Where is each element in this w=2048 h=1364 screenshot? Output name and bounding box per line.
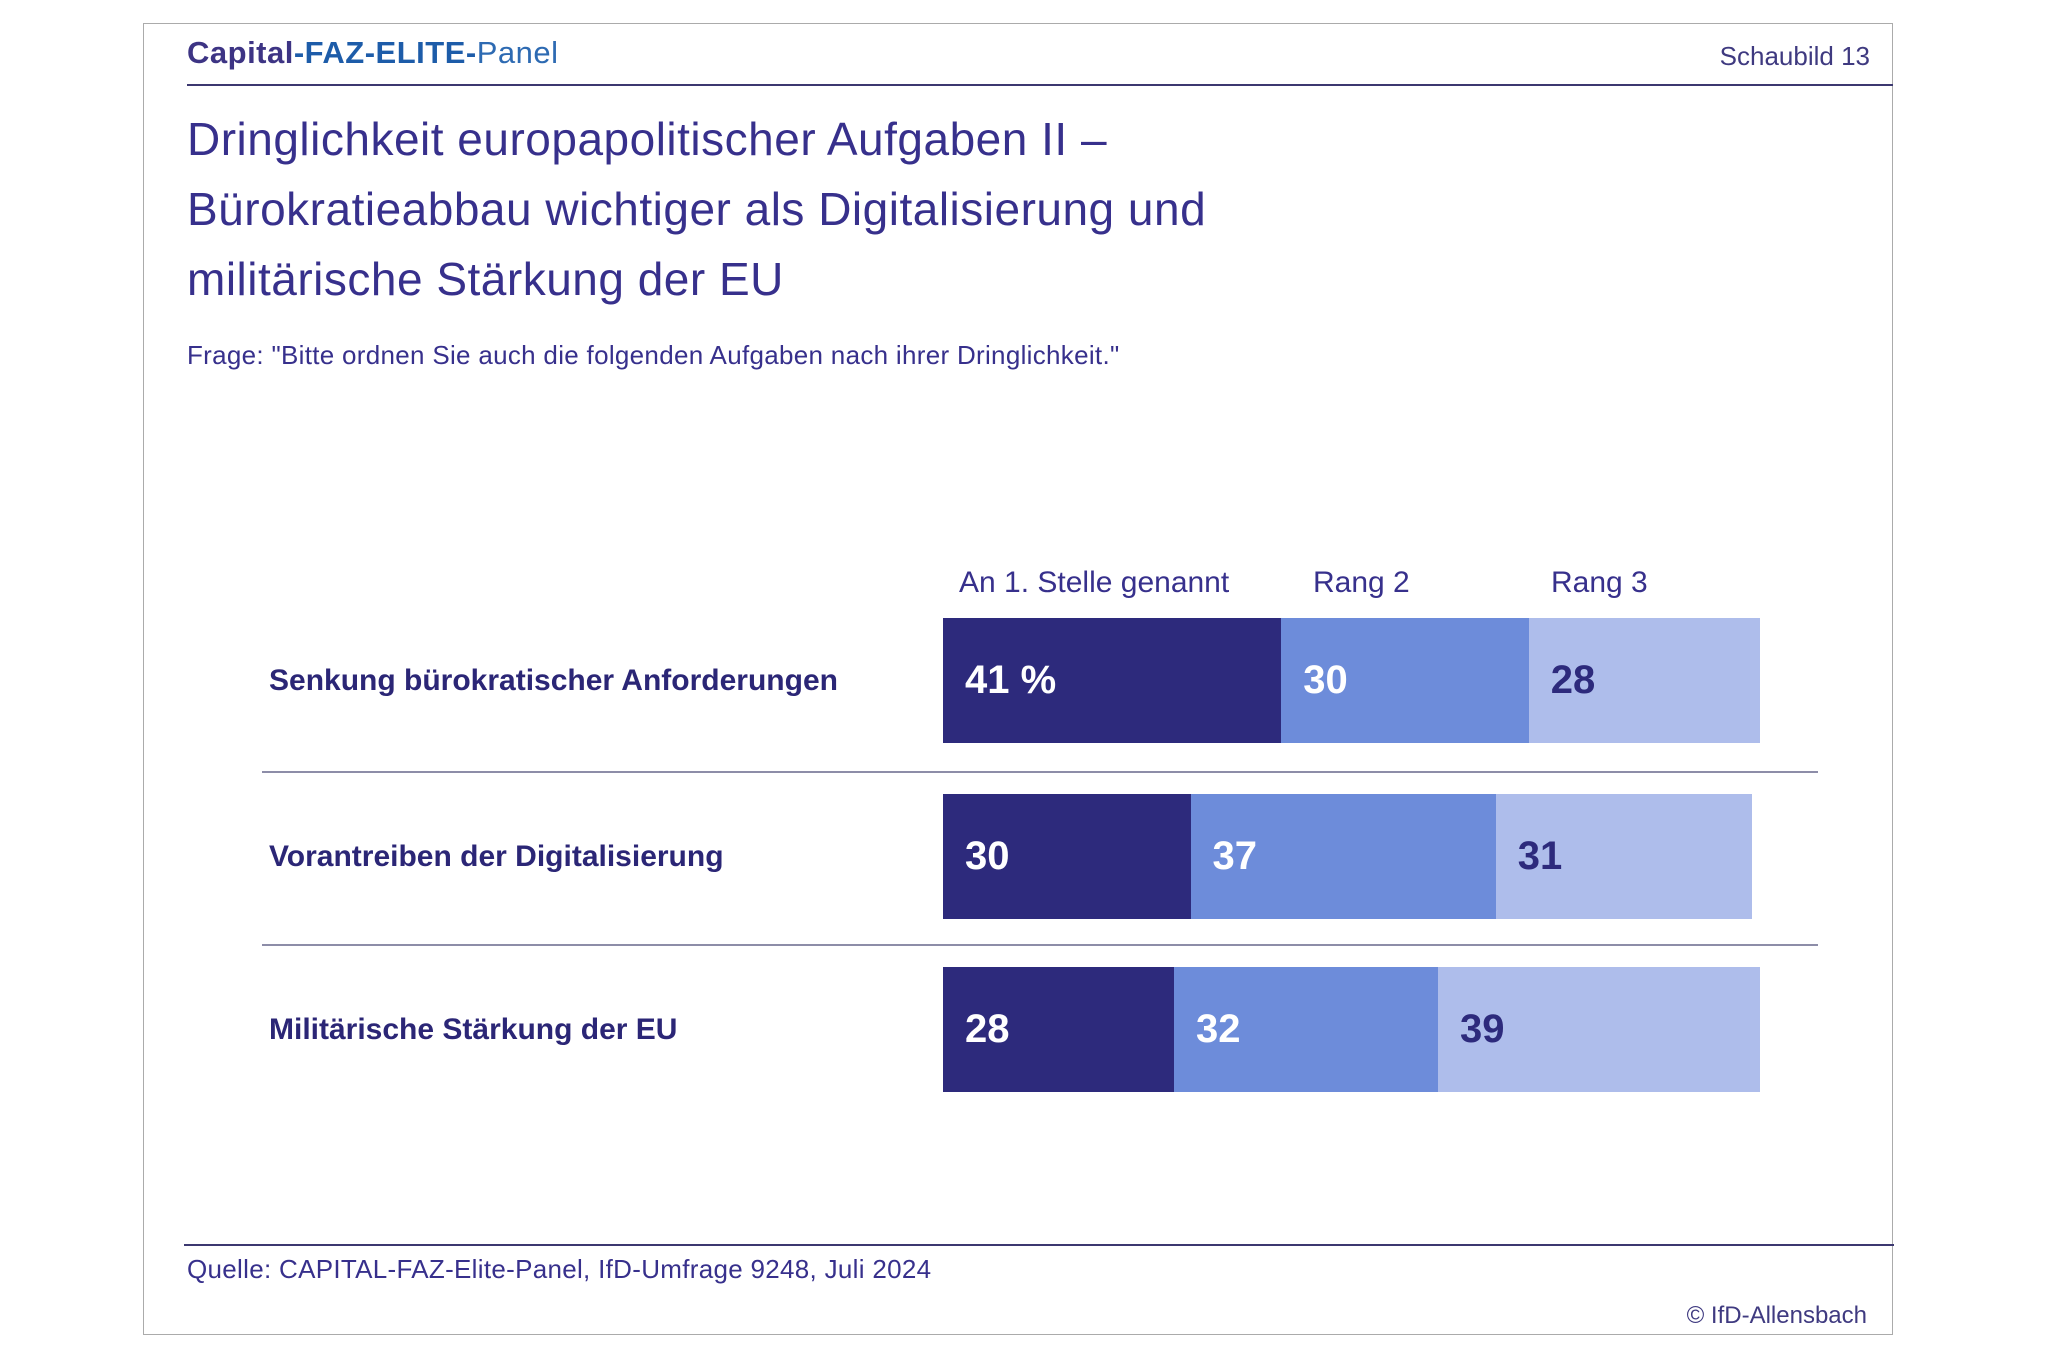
copyright-text: © IfD-Allensbach <box>1686 1302 1867 1329</box>
row-divider <box>262 944 1818 946</box>
segment-value: 30 <box>1303 658 1348 702</box>
slide-page: Capital-FAZ-ELITE-Panel Schaubild 13 Dri… <box>143 23 1894 1335</box>
column-header-rank1: An 1. Stelle genannt <box>959 566 1230 599</box>
row-divider <box>262 771 1818 773</box>
segment-value: 30 <box>965 834 1010 878</box>
bar-segment-rank3: 31 <box>1495 794 1752 919</box>
logo-part-panel: Panel <box>476 35 559 70</box>
bar-row-militaer: Militärische Stärkung der EU 28 32 39 <box>144 967 1894 1092</box>
bar-segment-rank3: 28 <box>1528 618 1760 743</box>
bar-segment-rank1: 41 % <box>943 618 1282 743</box>
segment-value: 32 <box>1196 1007 1241 1051</box>
source-text: Quelle: CAPITAL-FAZ-Elite-Panel, IfD-Umf… <box>187 1254 932 1284</box>
header-divider-rule <box>187 84 1893 86</box>
bar-row-buerokratie: Senkung bürokratischer Anforderungen 41 … <box>144 618 1894 743</box>
schaubild-number-label: Schaubild 13 <box>1719 41 1870 71</box>
column-header-rank2: Rang 2 <box>1313 566 1410 599</box>
column-header-rank3: Rang 3 <box>1551 566 1648 599</box>
bar-row-digitalisierung: Vorantreiben der Digitalisierung 30 37 3… <box>144 794 1894 919</box>
bar-segment-rank3: 39 <box>1438 967 1760 1092</box>
segment-value: 28 <box>965 1007 1010 1051</box>
stacked-bar: 30 37 31 <box>943 794 1752 919</box>
segment-value: 28 <box>1550 658 1596 702</box>
stacked-bar: 41 % 30 28 <box>943 618 1760 743</box>
logo-part-capital: Capital <box>187 35 294 70</box>
row-label: Vorantreiben der Digitalisierung <box>269 839 724 873</box>
logo-part-faz-elite: -FAZ-ELITE- <box>293 35 477 70</box>
capital-faz-elite-panel-logo: Capital-FAZ-ELITE-Panel <box>187 35 559 71</box>
segment-value: 31 <box>1517 834 1563 878</box>
bar-segment-rank2: 32 <box>1174 967 1438 1092</box>
segment-value: 41 % <box>965 658 1057 702</box>
segment-value: 39 <box>1460 1007 1505 1051</box>
stacked-bar: 28 32 39 <box>943 967 1760 1092</box>
row-label: Senkung bürokratischer Anforderungen <box>269 663 838 697</box>
bar-segment-rank1: 28 <box>943 967 1174 1092</box>
bar-segment-rank2: 30 <box>1281 618 1529 743</box>
chart-title: Dringlichkeit europapolitischer Aufgaben… <box>187 113 1207 305</box>
bar-segment-rank1: 30 <box>943 794 1191 919</box>
footer-divider-rule <box>184 1244 1894 1246</box>
bar-segment-rank2: 37 <box>1190 794 1496 919</box>
row-label: Militärische Stärkung der EU <box>269 1012 678 1046</box>
segment-value: 37 <box>1212 834 1258 878</box>
chart-question-subtitle: Frage: "Bitte ordnen Sie auch die folgen… <box>187 340 1120 370</box>
